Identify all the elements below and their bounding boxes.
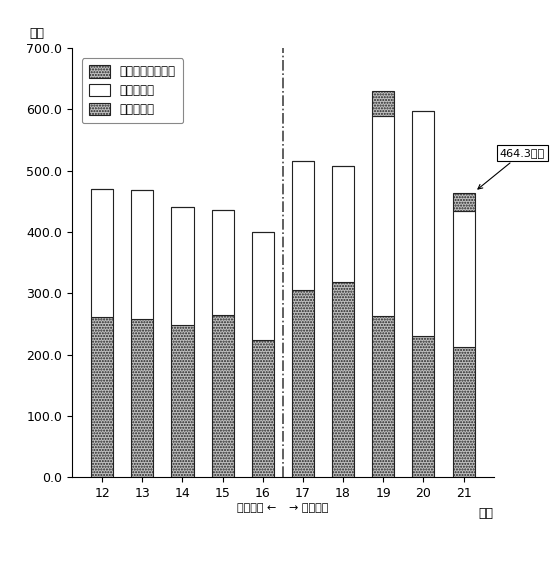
Bar [91,316,113,477]
Text: 億円: 億円 [30,27,45,39]
Legend: 国直轄事業負担金, 補助事業費, 単独事業費: 国直轄事業負担金, 補助事業費, 単独事業費 [82,58,183,124]
Bar [171,207,194,325]
Bar [252,232,274,340]
Bar [292,161,314,290]
Bar [332,166,354,282]
Text: 年度: 年度 [479,507,494,520]
Bar [452,193,475,211]
Bar [452,347,475,477]
Bar [412,336,435,477]
Bar [372,316,394,477]
Bar [372,91,394,116]
Bar [212,210,234,315]
Bar [412,111,435,336]
Text: 旧浜松市 ←: 旧浜松市 ← [237,503,277,513]
Text: 464.3億円: 464.3億円 [478,148,545,189]
Bar [212,315,234,477]
Bar [332,282,354,477]
Bar [91,189,113,316]
Bar [171,325,194,477]
Bar [131,319,153,477]
Bar [292,290,314,477]
Bar [372,116,394,316]
Bar [452,211,475,347]
Bar [252,340,274,477]
Text: → 新浜松市: → 新浜松市 [289,503,328,513]
Bar [131,190,153,319]
